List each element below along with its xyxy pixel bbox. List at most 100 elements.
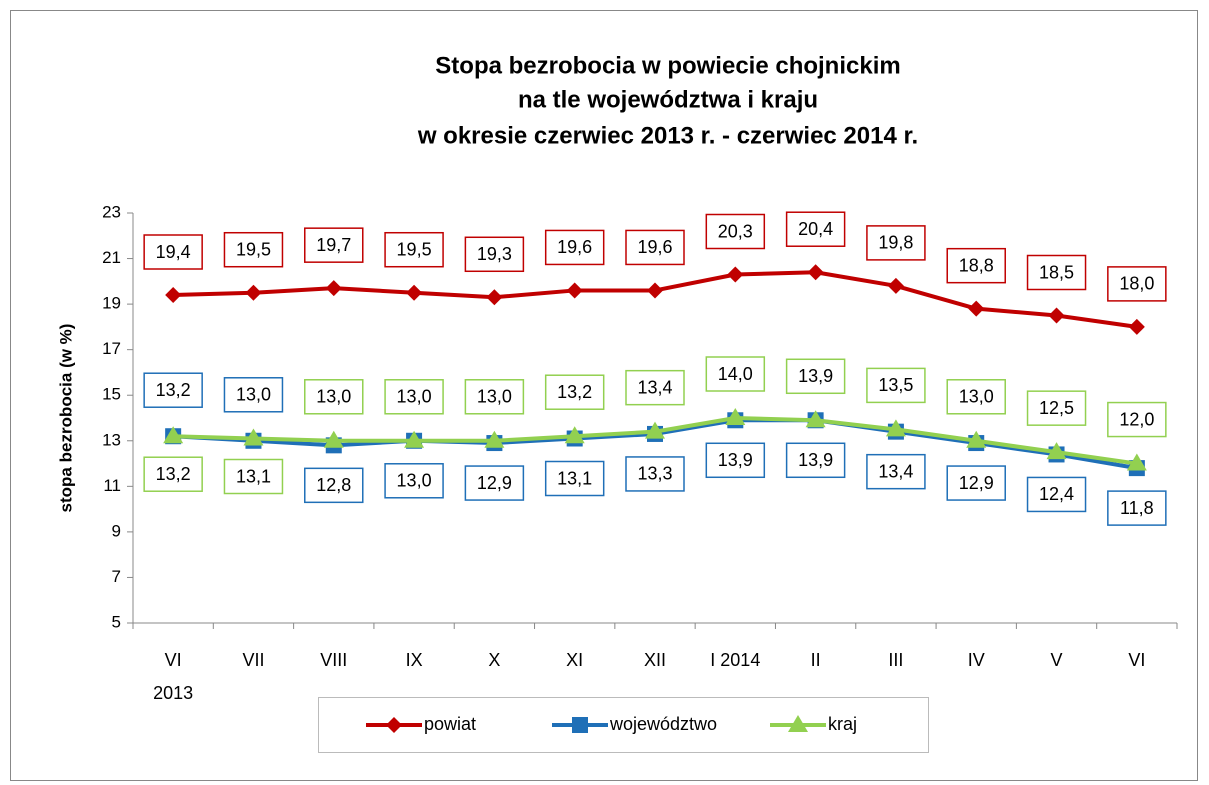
marker: [807, 264, 824, 281]
marker: [1046, 442, 1067, 460]
x-tick-label: XI: [566, 650, 583, 670]
y-axis-label: stopa bezrobocia (w %): [56, 324, 75, 513]
data-label-box: [1107, 490, 1167, 526]
data-label-box: [464, 379, 525, 415]
y-tick-label: 7: [112, 567, 121, 586]
data-label: 13,9: [718, 450, 753, 470]
data-label-box: [625, 229, 685, 266]
marker: [572, 717, 588, 733]
data-label: 12,4: [1039, 484, 1074, 504]
marker: [486, 289, 503, 306]
data-label-box: [946, 247, 1006, 284]
data-label-box: [143, 456, 203, 492]
data-label: 19,8: [878, 233, 913, 253]
data-label: 19,5: [397, 239, 432, 259]
data-label-box: [544, 374, 605, 410]
data-label: 19,7: [316, 235, 351, 255]
data-label: 13,0: [316, 387, 351, 407]
x-tick-label: II: [811, 650, 821, 670]
data-label: 14,0: [718, 364, 753, 384]
data-label-box: [866, 367, 926, 404]
data-label-box: [223, 458, 284, 495]
data-label-box: [464, 236, 525, 273]
data-label: 12,9: [959, 473, 994, 493]
data-label: 19,5: [236, 239, 271, 259]
data-label-box: [705, 356, 766, 392]
data-label-box: [1026, 254, 1087, 291]
data-label: 20,4: [798, 219, 833, 239]
data-label-box: [625, 369, 685, 406]
data-label-box: [143, 372, 203, 408]
chart-border: [10, 10, 1198, 781]
data-label: 13,5: [878, 375, 913, 395]
data-label-box: [223, 377, 284, 413]
x-tick-label: VIII: [320, 650, 347, 670]
data-label-box: [544, 229, 605, 266]
data-label: 13,1: [557, 468, 592, 488]
y-tick-label: 17: [102, 339, 121, 358]
x-tick-label: VI: [1128, 650, 1145, 670]
data-label: 13,0: [397, 471, 432, 491]
data-label: 19,3: [477, 244, 512, 264]
data-label: 13,0: [236, 385, 271, 405]
data-label-box: [304, 227, 364, 263]
x-tick-label: VII: [242, 650, 264, 670]
marker: [887, 277, 904, 294]
data-label: 13,2: [156, 380, 191, 400]
x-tick-label: VI 2013: [153, 650, 193, 703]
data-label-box: [625, 456, 685, 492]
data-label-box: [384, 463, 444, 499]
x-tick-label: IV: [968, 650, 985, 670]
marker: [386, 717, 402, 733]
data-label-box: [785, 442, 846, 479]
marker: [245, 284, 262, 301]
y-tick-label: 23: [102, 202, 121, 221]
chart-title: w okresie czerwiec 2013 r. - czerwiec 20…: [417, 122, 918, 149]
data-label: 12,0: [1119, 409, 1154, 429]
marker: [647, 282, 663, 299]
data-label: 18,0: [1119, 274, 1154, 294]
data-label-box: [464, 465, 525, 501]
marker: [564, 426, 585, 444]
y-tick-label: 5: [112, 612, 121, 631]
data-label-box: [304, 379, 364, 415]
marker: [788, 715, 808, 732]
data-label-box: [946, 465, 1006, 501]
data-label: 19,6: [557, 237, 592, 257]
data-label-box: [866, 453, 926, 490]
marker: [1126, 453, 1147, 471]
data-label: 20,3: [718, 221, 753, 241]
x-tick-label: IX: [406, 650, 423, 670]
data-label: 13,0: [397, 387, 432, 407]
data-label-box: [544, 460, 605, 497]
marker: [484, 430, 505, 448]
data-label-box: [785, 211, 846, 247]
data-label-box: [785, 358, 846, 395]
data-label: 13,9: [798, 366, 833, 386]
y-tick-label: 11: [103, 476, 121, 495]
data-label: 13,2: [156, 464, 191, 484]
legend-label: kraj: [828, 714, 857, 734]
data-label: 13,1: [236, 466, 271, 486]
data-label-box: [1026, 476, 1087, 513]
x-tick-label: V: [1051, 650, 1063, 670]
y-tick-label: 21: [102, 248, 121, 267]
data-label: 13,9: [798, 450, 833, 470]
x-tick-label: XII: [644, 650, 666, 670]
data-label-box: [384, 231, 444, 268]
data-label: 13,4: [878, 461, 913, 481]
marker: [885, 419, 906, 437]
data-label-box: [1107, 266, 1167, 302]
chart-title: Stopa bezrobocia w powiecie chojnickim: [435, 52, 900, 79]
marker: [163, 426, 184, 444]
data-label: 13,2: [557, 382, 592, 402]
marker: [1128, 318, 1145, 335]
data-label-box: [384, 379, 444, 415]
data-label-box: [223, 231, 284, 268]
data-label: 13,0: [477, 387, 512, 407]
data-label: 19,4: [156, 242, 191, 262]
marker: [243, 428, 264, 446]
y-tick-label: 13: [102, 430, 121, 449]
data-label: 13,3: [637, 464, 672, 484]
